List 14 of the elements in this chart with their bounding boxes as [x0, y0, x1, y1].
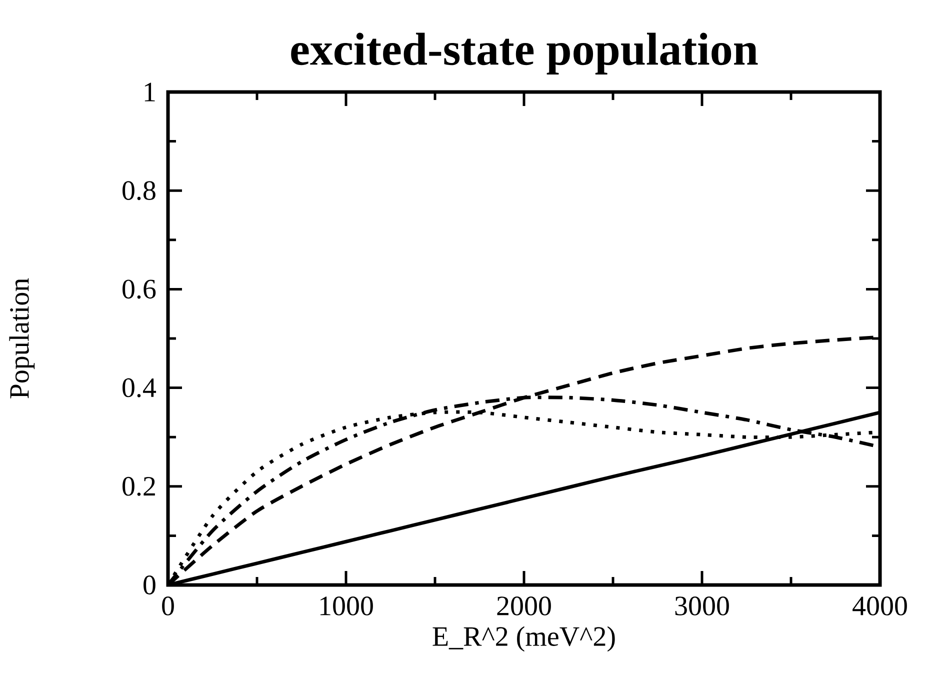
y-tick-label: 1 [144, 82, 155, 102]
x-tick-label: 1000 [320, 596, 373, 616]
y-axis-title: Population [9, 278, 35, 398]
x-tick-label: 0 [162, 596, 174, 616]
chart-title: excited-state population [291, 32, 758, 74]
y-tick-label: 0.6 [122, 280, 156, 299]
x-axis-title: E_R^2 (meV^2) [432, 626, 615, 652]
x-tick-label: 3000 [675, 596, 729, 616]
y-tick-label: 0 [144, 576, 156, 594]
x-tick-label: 4000 [852, 596, 907, 616]
y-tick-label: 0.8 [122, 181, 156, 200]
y-tick-label: 0.2 [122, 476, 155, 496]
x-tick-label: 2000 [497, 596, 551, 616]
y-tick-label: 0.4 [122, 378, 156, 398]
